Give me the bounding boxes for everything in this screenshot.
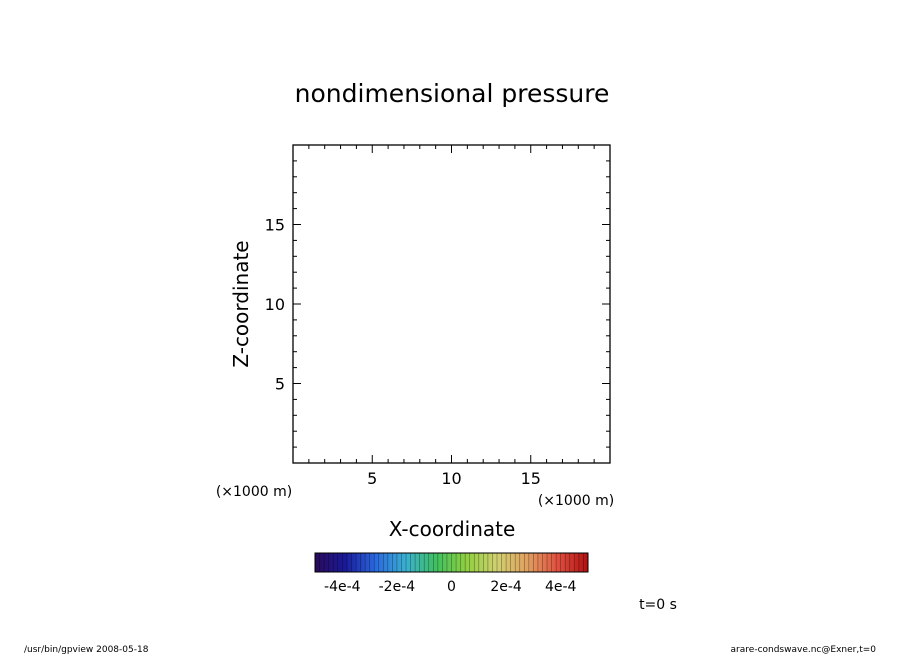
x-tick-labels: 5 10 15: [367, 469, 541, 488]
axis-ticks: [293, 145, 610, 463]
colorbar: -4e-4 -2e-4 0 2e-4 4e-4: [314, 552, 589, 595]
y-axis-label: Z-coordinate: [229, 240, 253, 367]
colorbar-gradient: [315, 553, 588, 572]
x-tick-label: 5: [367, 469, 377, 488]
y-tick-labels: 5 10 15: [265, 216, 285, 394]
colorbar-tick-label: -4e-4: [324, 579, 361, 595]
y-axis-unit-label: (×1000 m): [216, 484, 292, 500]
colorbar-tick-label: -2e-4: [379, 579, 416, 595]
x-axis-unit-label: (×1000 m): [538, 493, 614, 509]
colorbar-tick-label: 2e-4: [490, 579, 522, 595]
y-tick-label: 15: [265, 216, 285, 235]
y-tick-label: 10: [265, 295, 285, 314]
y-tick-label: 5: [275, 375, 285, 394]
x-axis-label: X-coordinate: [389, 517, 516, 541]
colorbar-frame: [314, 552, 589, 573]
chart-title: nondimensional pressure: [295, 79, 610, 108]
colorbar-tick-label: 0: [447, 579, 456, 595]
x-tick-label: 10: [441, 469, 461, 488]
colorbar-tick-label: 4e-4: [545, 579, 577, 595]
plot-frame: [292, 144, 611, 464]
colorbar-bands: [319, 553, 584, 572]
footer-right-text: arare-condswave.nc@Exner,t=0: [731, 645, 877, 654]
time-label: t=0 s: [639, 597, 677, 613]
x-tick-label: 15: [521, 469, 541, 488]
footer-left-text: /usr/bin/gpview 2008-05-18: [24, 645, 149, 654]
colorbar-tick-labels: -4e-4 -2e-4 0 2e-4 4e-4: [324, 579, 576, 595]
